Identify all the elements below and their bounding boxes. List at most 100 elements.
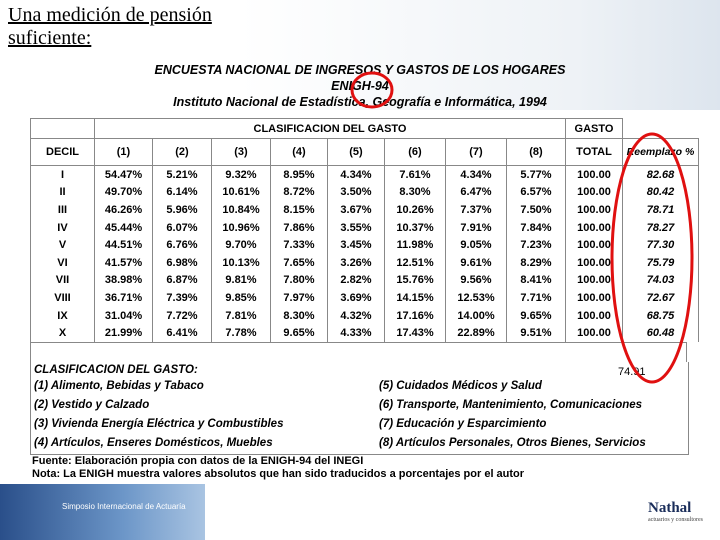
header-band (240, 0, 720, 110)
notes: Fuente: Elaboración propia con datos de … (32, 455, 524, 481)
cell: 7.39% (152, 289, 212, 307)
cell: 8.30% (270, 306, 328, 325)
cell: 38.98% (94, 271, 153, 290)
cell: 7.23% (506, 236, 566, 254)
cell: 72.67 (622, 289, 699, 307)
cell: 8.15% (270, 201, 328, 219)
legend-item: (4) Artículos, Enseres Domésticos, Muebl… (34, 437, 273, 449)
cell: 12.51% (384, 253, 446, 272)
blank-cell (622, 118, 699, 139)
cell: II (30, 183, 95, 202)
column-header: (6) (384, 138, 446, 166)
cell: 75.79 (622, 253, 699, 272)
cell: 7.71% (506, 289, 566, 307)
cell: VIII (30, 289, 95, 307)
cell: 9.51% (506, 324, 566, 342)
cell: 5.21% (152, 165, 212, 184)
cell: 7.33% (270, 236, 328, 254)
group-header: CLASIFICACION DEL GASTO (94, 118, 566, 139)
cell: 6.87% (152, 271, 212, 290)
cell: 9.61% (445, 253, 507, 272)
cell: 77.30 (622, 236, 699, 254)
column-header: DECIL (30, 138, 95, 166)
cell: 8.29% (506, 253, 566, 272)
banner: Simposio Internacional de Actuaría (0, 484, 205, 540)
cell: 21.99% (94, 324, 153, 342)
cell: 44.51% (94, 236, 153, 254)
slide-title: Una medición de pensión suficiente: (8, 4, 212, 49)
cell: 68.75 (622, 306, 699, 325)
header-line: Instituto Nacional de Estadística, Geogr… (173, 95, 547, 109)
data-table: CLASIFICACION DEL GASTO GASTO DECIL (1) (2)(… (30, 118, 699, 342)
cell: 8.41% (506, 271, 566, 290)
cell: 6.76% (152, 236, 212, 254)
column-header: (8) (506, 138, 566, 166)
cell: 5.77% (506, 165, 566, 184)
cell: 11.98% (384, 236, 446, 254)
logo-tagline: actuarios y consultores (648, 517, 703, 523)
cell: 100.00 (565, 253, 623, 272)
header-line: ENCUESTA NACIONAL DE INGRESOS Y GASTOS D… (154, 63, 566, 77)
cell: 6.57% (506, 183, 566, 202)
cell: 9.81% (211, 271, 271, 290)
column-header: (3) (211, 138, 271, 166)
group-header: GASTO (565, 118, 623, 139)
cell: 100.00 (565, 324, 623, 342)
cell: 7.86% (270, 218, 328, 237)
note: Fuente: Elaboración propia con datos de … (32, 455, 364, 467)
cell: 8.72% (270, 183, 328, 202)
header-row: DECIL (1) (2) (3) (4) (5) (6) (7) (8) TOTAL Reempl… (30, 138, 699, 166)
cell: 6.47% (445, 183, 507, 202)
cell: 7.84% (506, 218, 566, 237)
data-row: VI 41.57% 6.98% 10.13% 7.65% 3.26% 12.51% 9.61%… (30, 253, 699, 272)
cell: 100.00 (565, 201, 623, 219)
note: Nota: La ENIGH muestra valores absolutos… (32, 468, 525, 480)
cell: 2.82% (327, 271, 385, 290)
cell: 3.26% (327, 253, 385, 272)
cell: 7.97% (270, 289, 328, 307)
cell: 8.30% (384, 183, 446, 202)
cell: 7.50% (506, 201, 566, 219)
logo-name: Nathal (648, 500, 692, 516)
cell: 6.14% (152, 183, 212, 202)
legend-item: (6) Transporte, Mantenimiento, Comunicac… (379, 399, 643, 411)
table-gap (30, 342, 687, 362)
cell: 6.98% (152, 253, 212, 272)
cell: 9.70% (211, 236, 271, 254)
cell: 8.95% (270, 165, 328, 184)
data-row: III 46.26% 5.96% 10.84% 8.15% 3.67% 10.26% 7.37… (30, 201, 699, 219)
cell: 6.41% (152, 324, 212, 342)
cell: 10.61% (211, 183, 271, 202)
table-header: ENCUESTA NACIONAL DE INGRESOS Y GASTOS D… (100, 62, 620, 110)
cell: 3.67% (327, 201, 385, 219)
column-header: (4) (270, 138, 328, 166)
column-header: Reemplazo % (622, 138, 699, 166)
data-row: V 44.51% 6.76% 9.70% 7.33% 3.45% 11.98% 9.05% 7.… (30, 236, 699, 254)
column-header: (1) (94, 138, 153, 166)
cell: 3.55% (327, 218, 385, 237)
cell: 100.00 (565, 271, 623, 290)
cell: 15.76% (384, 271, 446, 290)
banner-text: Simposio Internacional de Actuaría (62, 502, 186, 511)
cell: 9.05% (445, 236, 507, 254)
legend-item: (2) Vestido y Calzado (34, 399, 150, 411)
cell: IX (30, 306, 95, 325)
cell: 4.34% (445, 165, 507, 184)
data-row: IX 31.04% 7.72% 7.81% 8.30% 4.32% 17.16% 14.00%… (30, 306, 699, 325)
cell: 9.85% (211, 289, 271, 307)
cell: 6.07% (152, 218, 212, 237)
cell: 54.47% (94, 165, 153, 184)
cell: 7.72% (152, 306, 212, 325)
data-row: I 54.47% 5.21% 9.32% 8.95% 4.34% 7.61% 4.34% 5.7… (30, 165, 699, 184)
cell: 7.37% (445, 201, 507, 219)
cell: 3.45% (327, 236, 385, 254)
cell: 9.56% (445, 271, 507, 290)
data-row: VII 38.98% 6.87% 9.81% 7.80% 2.82% 15.76% 9.56%… (30, 271, 699, 290)
column-header: (7) (445, 138, 507, 166)
cell: 9.32% (211, 165, 271, 184)
cell: 9.65% (506, 306, 566, 325)
cell: IV (30, 218, 95, 237)
cell: 3.69% (327, 289, 385, 307)
cell: 100.00 (565, 306, 623, 325)
